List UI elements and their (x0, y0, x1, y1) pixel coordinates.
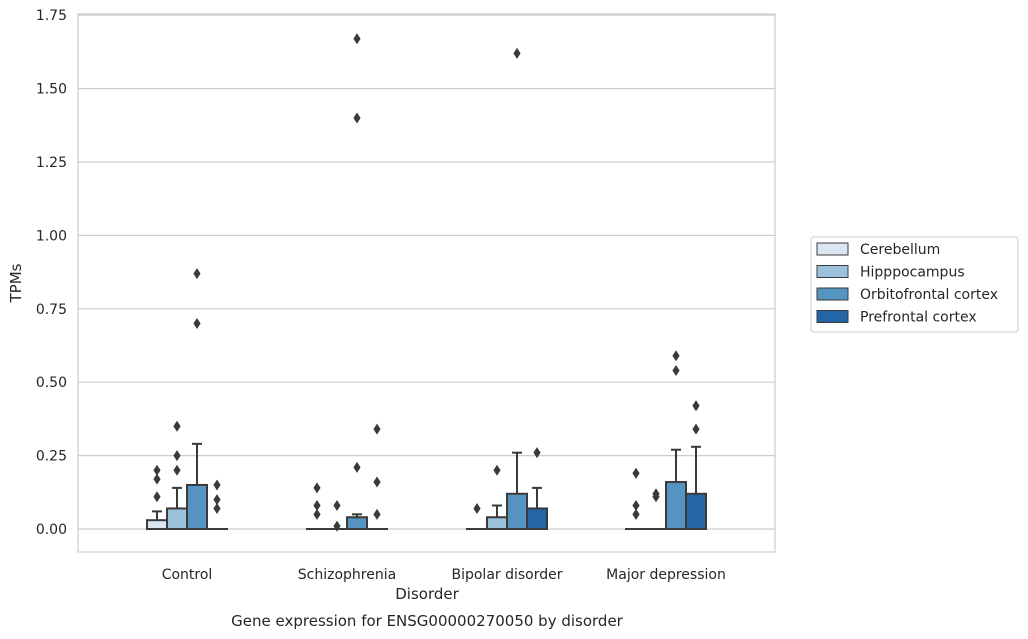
box-prefrontal-cortex (206, 479, 228, 531)
box-body (506, 492, 528, 531)
box-cerebellum (306, 482, 328, 531)
box-hipppocampus (166, 420, 188, 530)
legend: Cerebellum Hipppocampus Orbitofrontal cort… (810, 236, 1019, 333)
plot-frame (77, 13, 776, 553)
outlier-point (373, 476, 381, 488)
outlier-point (373, 423, 381, 435)
outlier-point (313, 482, 321, 494)
outlier-point (692, 423, 700, 435)
box-hipppocampus (326, 500, 348, 532)
outlier-point (173, 450, 181, 462)
box-body (685, 492, 707, 531)
legend-label: Prefrontal cortex (860, 310, 977, 326)
box-body (146, 519, 168, 531)
box-body (186, 483, 208, 530)
legend-label: Orbitofrontal cortex (860, 287, 998, 303)
x-axis-label: Disorder (395, 585, 459, 603)
legend-swatch (816, 310, 849, 323)
box-cerebellum (146, 464, 168, 531)
x-tick-label: Control (162, 567, 213, 583)
outlier-point (353, 461, 361, 473)
x-tick-label: Bipolar disorder (451, 567, 562, 583)
box-orbitofrontal-cortex (186, 268, 208, 530)
outlier-point (213, 494, 221, 506)
outlier-point (173, 420, 181, 432)
outlier-point (632, 500, 640, 512)
outlier-point (353, 112, 361, 124)
chart-caption: Gene expression for ENSG00000270050 by d… (231, 612, 624, 630)
outlier-point (333, 500, 341, 512)
box-body (486, 516, 508, 530)
outlier-point (672, 350, 680, 362)
legend-swatch (816, 242, 849, 256)
outlier-point (313, 500, 321, 512)
y-tick-label: 1.75 (36, 8, 67, 24)
box-cerebellum (466, 502, 488, 531)
y-tick-label: 1.50 (36, 82, 67, 98)
outlier-point (632, 508, 640, 520)
legend-label: Cerebellum (860, 242, 940, 258)
outlier-point (153, 473, 161, 485)
legend-swatch (816, 265, 849, 278)
outlier-point (173, 464, 181, 476)
x-axis-ticks: Control Schizophrenia Bipolar disorder Majo… (162, 567, 726, 583)
box-body (346, 516, 368, 530)
box-prefrontal-cortex (685, 400, 707, 531)
legend-frame (810, 236, 1019, 333)
y-tick-label: 0.75 (36, 302, 67, 318)
outlier-point (153, 464, 161, 476)
outlier-point (213, 502, 221, 514)
y-axis-label: TPMs (7, 263, 25, 303)
box-cerebellum (625, 467, 647, 531)
box-body (166, 507, 188, 530)
outlier-point (313, 508, 321, 520)
box-plot-area (146, 33, 707, 532)
outlier-point (193, 317, 201, 329)
box-orbitofrontal-cortex (506, 47, 528, 531)
y-tick-label: 0.50 (36, 375, 67, 391)
box-body (665, 481, 687, 530)
outlier-point (333, 520, 341, 532)
box-body (526, 507, 548, 530)
outlier-point (513, 47, 521, 59)
outlier-point (493, 464, 501, 476)
outlier-point (373, 508, 381, 520)
x-tick-label: Major depression (606, 567, 726, 583)
outlier-point (692, 400, 700, 412)
y-axis-ticks: 0.00 0.25 0.50 0.75 1.00 1.25 1.50 1.75 (36, 8, 67, 538)
legend-label: Hipppocampus (860, 265, 965, 281)
box-orbitofrontal-cortex (665, 350, 687, 530)
legend-swatch (816, 287, 849, 301)
box-prefrontal-cortex (526, 447, 548, 530)
outlier-point (672, 364, 680, 376)
outlier-point (153, 491, 161, 503)
outlier-point (193, 268, 201, 280)
box-orbitofrontal-cortex (346, 33, 368, 530)
outlier-point (473, 502, 481, 514)
outlier-point (632, 467, 640, 479)
outlier-point (353, 33, 361, 45)
box-hipppocampus (486, 464, 508, 530)
x-tick-label: Schizophrenia (298, 567, 396, 583)
grid-lines (78, 14, 775, 530)
y-tick-label: 0.25 (36, 449, 67, 465)
outlier-point (533, 447, 541, 459)
y-tick-label: 1.25 (36, 155, 67, 171)
outlier-point (213, 479, 221, 491)
y-tick-label: 0.00 (36, 522, 67, 538)
box-hipppocampus (645, 488, 667, 531)
outlier-point (652, 488, 660, 500)
box-prefrontal-cortex (366, 423, 388, 531)
y-tick-label: 1.00 (36, 228, 67, 244)
